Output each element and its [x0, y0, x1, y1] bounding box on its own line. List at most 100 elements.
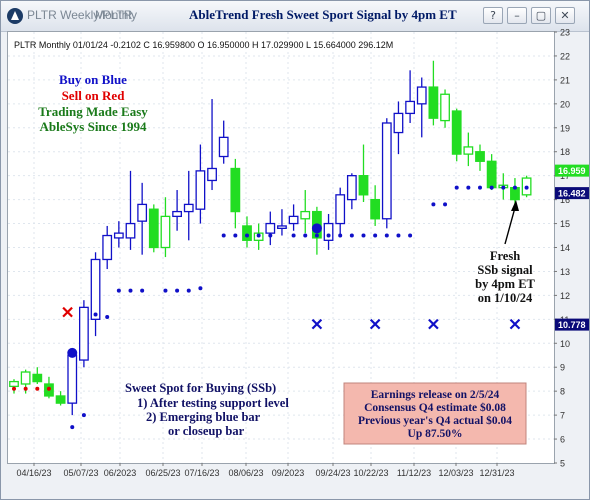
candle-body [300, 210, 311, 220]
candle-body [20, 371, 31, 385]
candle-body [90, 258, 101, 320]
candle [172, 190, 183, 231]
stop-x-stroke [509, 318, 521, 330]
restore-button[interactable]: ▢ [531, 7, 551, 24]
candle-body [113, 232, 124, 239]
candle [218, 120, 229, 164]
x-tick-label: 11/12/23 [397, 468, 431, 478]
candle [125, 170, 136, 250]
candle [183, 170, 194, 241]
candle-body [265, 222, 276, 234]
candle [370, 185, 381, 226]
support-dot [93, 312, 98, 317]
last-close-badge-label: 16.959 [558, 166, 586, 176]
candle-body [440, 93, 450, 122]
callout-time: by 4pm ET [475, 277, 535, 291]
candle-body [67, 354, 78, 404]
candle [335, 187, 346, 236]
candle-body [463, 146, 474, 155]
support-dot [233, 233, 238, 238]
last-close-badge-bg [555, 164, 589, 177]
close-button[interactable]: ✕ [555, 7, 575, 24]
candle-body [416, 86, 427, 105]
stop-level-badge-label: 10.778 [558, 320, 586, 330]
earnings-box: Earnings release on 2/5/24 Consensus Q4 … [343, 382, 527, 445]
support-dot [46, 386, 51, 391]
stop-level-badge: 10.778 [555, 318, 589, 331]
y-tick-label: 15 [560, 219, 570, 229]
candle-body [230, 167, 241, 213]
x-tick-label: 06/2023 [104, 468, 137, 478]
earnings-previous: Previous year's Q4 actual $0.04 [358, 414, 512, 427]
minimize-button[interactable]: – [507, 7, 527, 24]
candle-body [79, 306, 89, 361]
close-line-badge-bg [555, 187, 589, 200]
stop-x-stroke [428, 318, 439, 330]
x-tick-label: 05/07/23 [63, 468, 98, 478]
price-badges: 16.959 16.482 10.778 [555, 164, 589, 331]
sweet-spot-rule-1: 1) After testing support level [137, 396, 289, 410]
x-tick-label: 10/22/23 [353, 468, 388, 478]
candle-body [195, 170, 206, 210]
support-dot [524, 185, 529, 190]
candle-body [475, 151, 485, 162]
candle [137, 182, 148, 255]
support-dot [314, 233, 319, 238]
y-tick-label: 20 [560, 99, 570, 109]
callout-fresh: Fresh [490, 249, 520, 263]
candle [300, 190, 311, 234]
stop-level-badge-bg [555, 318, 589, 331]
stop-x-marker [62, 306, 73, 318]
support-dot [373, 233, 378, 238]
chart-title: AbleTrend Fresh Sweet Sport Signal by 4p… [189, 7, 457, 22]
support-dot [326, 233, 331, 238]
stop-x-marker [311, 318, 323, 330]
y-tick-label: 8 [560, 387, 565, 397]
x-tick-label: 07/16/23 [184, 468, 219, 478]
support-dot [501, 185, 506, 190]
title-bar[interactable]: PLTR Weekly/PLTR Monthly AbleTrend Fresh… [1, 1, 589, 32]
promo-since-1994: AbleSys Since 1994 [40, 119, 147, 134]
ssb-signal-dot [311, 223, 322, 234]
fresh-signal-callout: Fresh SSb signal by 4pm ET on 1/10/24 [475, 200, 536, 305]
candle-body [288, 215, 299, 225]
candle [405, 70, 416, 123]
candle [510, 178, 520, 205]
promo-trading-easy: Trading Made Easy [38, 104, 148, 119]
support-dot [35, 386, 40, 391]
x-tick-label: 09/24/23 [315, 468, 350, 478]
y-tick-label: 5 [560, 459, 565, 469]
candle-body [137, 203, 148, 222]
candle [323, 213, 334, 250]
x-tick-label: 08/06/23 [228, 468, 263, 478]
candle [32, 367, 43, 384]
earnings-change: Up 87.50% [408, 428, 463, 440]
support-dot [23, 386, 28, 391]
y-tick-label: 18 [560, 147, 570, 157]
candle-body [428, 86, 439, 119]
support-dot [466, 185, 471, 190]
y-tick-label: 6 [560, 435, 565, 445]
ssb-signal-dot [67, 347, 78, 358]
stop-x-marker [369, 318, 381, 330]
help-button[interactable]: ? [483, 7, 503, 24]
support-dot [245, 233, 249, 238]
support-dot [291, 233, 296, 238]
candle [55, 391, 66, 406]
candle-body [393, 112, 404, 134]
candle-body [148, 208, 159, 249]
support-dot [361, 233, 366, 238]
candle-body [160, 215, 171, 249]
sweet-spot-rule-2b: or closeup bar [168, 424, 245, 438]
y-tick-label: 23 [560, 28, 570, 38]
y-tick-label: 22 [560, 51, 570, 61]
support-dot [396, 233, 401, 238]
sweet-spot-note: Sweet Spot for Buying (SSb) 1) After tes… [125, 381, 289, 438]
support-dot [431, 202, 436, 207]
stop-x-stroke [369, 318, 381, 330]
candle [148, 204, 159, 253]
support-dot [384, 233, 389, 238]
candle [102, 225, 113, 270]
x-tick-label: 12/31/23 [479, 468, 514, 478]
